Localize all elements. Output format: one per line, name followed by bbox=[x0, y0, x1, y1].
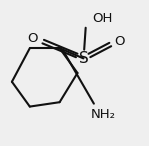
Text: O: O bbox=[27, 32, 37, 45]
Text: S: S bbox=[79, 51, 88, 66]
Text: NH₂: NH₂ bbox=[90, 108, 115, 121]
Text: O: O bbox=[114, 35, 124, 48]
Text: OH: OH bbox=[92, 12, 113, 25]
